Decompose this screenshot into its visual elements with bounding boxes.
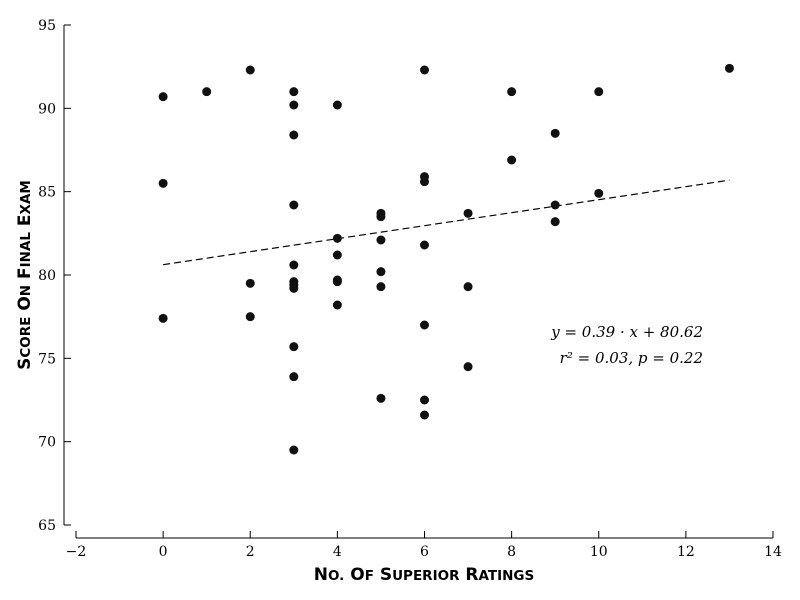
data-point — [376, 235, 386, 245]
y-tick-label: 85 — [38, 185, 56, 201]
data-point — [420, 320, 429, 330]
y-tick-label: 75 — [38, 351, 56, 367]
data-point — [507, 87, 517, 97]
y-tick-label: 70 — [38, 435, 56, 451]
data-point — [158, 178, 168, 188]
data-point — [245, 278, 255, 288]
data-point — [245, 312, 255, 322]
axes — [63, 25, 773, 539]
x-tick-label: 2 — [246, 544, 255, 560]
data-point — [420, 395, 429, 405]
data-point — [158, 92, 168, 102]
regression-equation: y = 0.39 · x + 80.62 — [550, 323, 703, 341]
y-axis-ticks: 65 70 75 80 85 90 95 — [38, 18, 71, 534]
data-point — [463, 208, 473, 218]
data-point — [332, 233, 342, 243]
data-point — [376, 267, 386, 277]
data-point — [289, 260, 299, 270]
data-point — [376, 212, 386, 222]
data-point — [420, 410, 429, 420]
data-point — [289, 372, 299, 382]
data-point — [594, 188, 604, 198]
data-point — [289, 100, 299, 110]
data-point — [245, 65, 255, 75]
data-point — [289, 283, 299, 293]
data-point — [332, 250, 342, 260]
x-axis-ticks: −2 0 2 4 6 8 10 12 14 — [66, 531, 782, 560]
data-point — [420, 177, 429, 187]
data-point — [289, 342, 299, 352]
data-point — [376, 282, 386, 292]
data-point — [550, 128, 560, 138]
y-tick-label: 80 — [38, 268, 56, 284]
data-point — [376, 393, 386, 403]
x-tick-label: 6 — [420, 544, 429, 560]
y-tick-label: 95 — [38, 18, 56, 34]
regression-line-group — [163, 179, 730, 266]
data-point — [594, 87, 604, 97]
data-point — [550, 217, 560, 227]
x-tick-label: 10 — [590, 544, 608, 560]
data-point — [332, 277, 342, 287]
data-point — [332, 100, 342, 110]
data-point — [158, 313, 168, 323]
data-point — [289, 200, 299, 210]
x-tick-label: 8 — [507, 544, 516, 560]
data-point — [724, 63, 734, 73]
x-tick-label: 12 — [677, 544, 695, 560]
x-tick-label: 14 — [764, 544, 782, 560]
x-tick-label: 0 — [159, 544, 168, 560]
data-point — [332, 300, 342, 310]
data-point — [420, 240, 429, 250]
y-axis-label: SCORE ON FINAL EXAM — [15, 180, 35, 370]
data-point — [289, 445, 299, 455]
x-tick-label: −2 — [66, 544, 87, 560]
y-tick-label: 90 — [38, 101, 56, 117]
data-point — [289, 87, 299, 97]
data-point — [289, 130, 299, 140]
data-point — [202, 87, 212, 97]
x-tick-label: 4 — [333, 544, 342, 560]
data-point — [550, 200, 560, 210]
x-axis-label: NO. OF SUPERIOR RATINGS — [314, 565, 534, 585]
data-point — [463, 362, 473, 372]
data-point — [420, 65, 429, 75]
data-points — [158, 63, 734, 455]
regression-stats: r² = 0.03, p = 0.22 — [560, 349, 703, 367]
regression-line — [163, 179, 730, 266]
data-point — [507, 155, 517, 165]
y-tick-label: 65 — [38, 518, 56, 534]
data-point — [463, 282, 473, 292]
